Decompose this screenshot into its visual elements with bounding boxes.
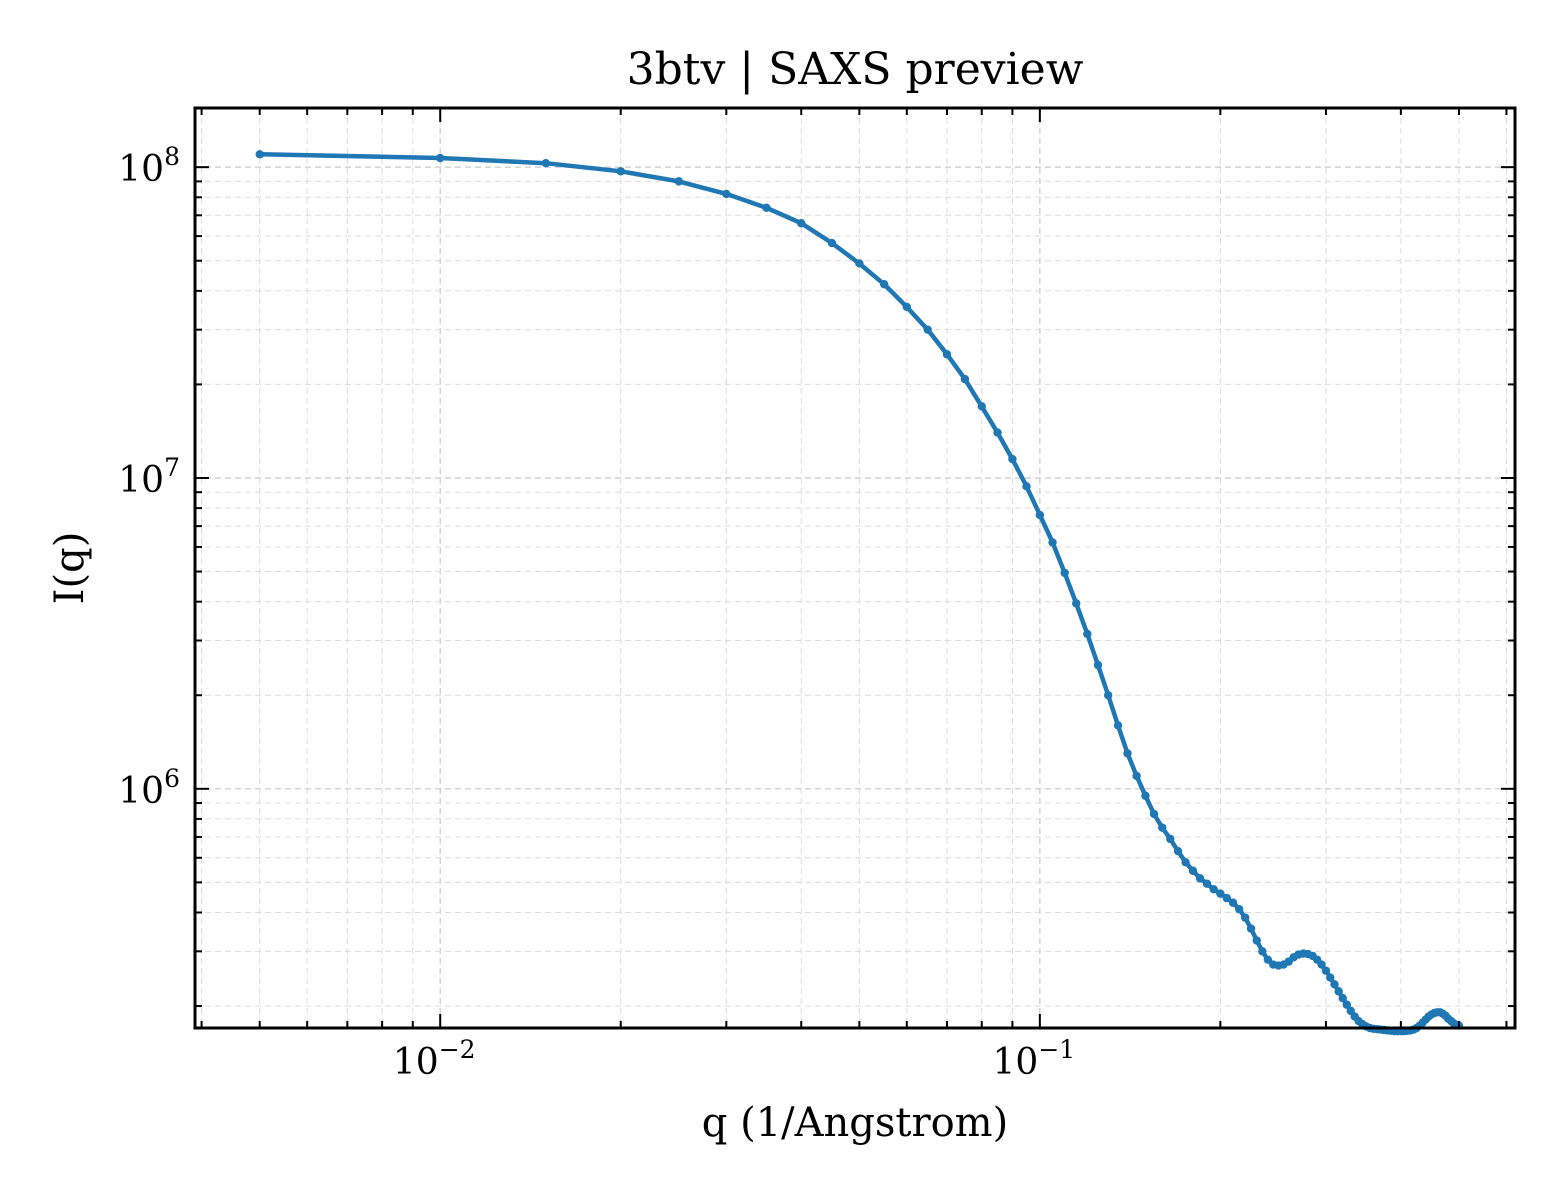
data-point bbox=[616, 167, 625, 176]
grid bbox=[195, 108, 1515, 1028]
data-point bbox=[1222, 893, 1231, 903]
axis-ticks bbox=[195, 108, 1515, 1028]
data-point bbox=[1132, 771, 1141, 781]
data-point bbox=[1334, 987, 1343, 996]
data-point bbox=[1317, 960, 1326, 969]
data-point bbox=[1338, 993, 1347, 1003]
data-point bbox=[1093, 660, 1103, 670]
y-tick-label: 106 bbox=[118, 764, 180, 812]
data-point bbox=[1258, 947, 1267, 956]
data-point bbox=[1202, 879, 1212, 888]
data-point bbox=[879, 280, 889, 289]
data-point bbox=[1330, 980, 1339, 989]
data-point bbox=[1195, 874, 1205, 883]
data-point bbox=[722, 189, 731, 199]
x-tick-label: 10−2 bbox=[393, 1035, 476, 1083]
data-point bbox=[1141, 791, 1150, 800]
data-point bbox=[827, 238, 837, 248]
data-point bbox=[1228, 898, 1238, 907]
data-point bbox=[1209, 885, 1218, 894]
tick-labels: 10−2 10−1 106 107 108 bbox=[118, 142, 1075, 1083]
data-point bbox=[1166, 834, 1175, 844]
data-point bbox=[541, 158, 551, 168]
data-point bbox=[1263, 955, 1273, 964]
data-point bbox=[960, 374, 970, 384]
data-point bbox=[1103, 691, 1113, 700]
data-point bbox=[1321, 966, 1331, 975]
data-point bbox=[1342, 1000, 1351, 1009]
data-point bbox=[1113, 721, 1123, 730]
data-point bbox=[1072, 599, 1081, 608]
data-point bbox=[1216, 889, 1225, 898]
y-axis-label: I(q) bbox=[47, 532, 93, 605]
chart-title: 3btv | SAXS preview bbox=[627, 44, 1084, 95]
data-point bbox=[1083, 629, 1092, 639]
y-tick-label: 108 bbox=[118, 142, 180, 190]
data-point bbox=[1326, 973, 1335, 982]
data-point bbox=[902, 302, 912, 312]
data-point bbox=[1158, 823, 1167, 832]
data-point bbox=[1240, 913, 1250, 922]
y-tick-label: 107 bbox=[118, 453, 180, 501]
data-point bbox=[1060, 568, 1069, 578]
data-point bbox=[923, 325, 932, 334]
data-point bbox=[1123, 749, 1132, 758]
data-point bbox=[942, 350, 952, 359]
data-point bbox=[1188, 866, 1198, 875]
data-point bbox=[674, 177, 684, 186]
data-point bbox=[1234, 904, 1244, 914]
data-point bbox=[855, 259, 864, 268]
data-point bbox=[1252, 936, 1261, 945]
data-point bbox=[1246, 924, 1256, 933]
data-point bbox=[255, 150, 264, 159]
data-point bbox=[1173, 846, 1183, 856]
data-point bbox=[1035, 510, 1045, 520]
data-point bbox=[977, 402, 986, 411]
data-point bbox=[1149, 809, 1159, 819]
data-point bbox=[762, 203, 771, 213]
data-series bbox=[255, 150, 1464, 1036]
data-point bbox=[797, 219, 806, 228]
x-axis-label: q (1/Angstrom) bbox=[702, 1100, 1008, 1146]
plot-frame bbox=[193, 106, 1517, 1030]
data-point bbox=[1022, 482, 1031, 491]
data-point bbox=[1048, 538, 1057, 547]
data-point bbox=[436, 153, 445, 163]
data-point bbox=[1008, 454, 1017, 464]
data-point bbox=[993, 428, 1002, 437]
x-tick-label: 10−1 bbox=[993, 1035, 1076, 1083]
data-point bbox=[1181, 858, 1190, 867]
